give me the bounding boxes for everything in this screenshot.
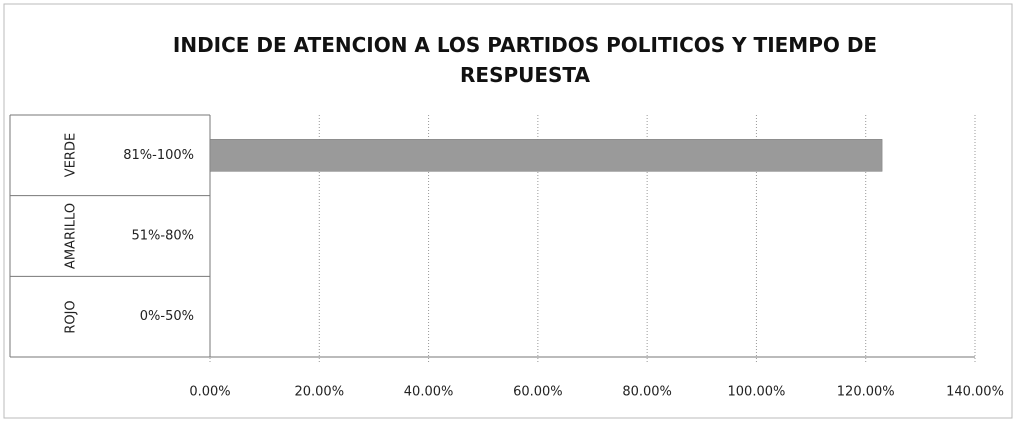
x-tick-label: 120.00%: [837, 385, 895, 400]
category-label: 81%-100%: [123, 148, 194, 163]
category-group-label: AMARILLO: [62, 202, 78, 270]
chart-title: INDICE DE ATENCION A LOS PARTIDOS POLITI…: [172, 33, 878, 87]
x-tick-label: 20.00%: [294, 385, 344, 400]
category-group-label: VERDE: [62, 133, 78, 178]
x-tick-label: 140.00%: [946, 385, 1004, 400]
x-tick-label: 100.00%: [728, 385, 786, 400]
bar: [209, 139, 883, 172]
category-group-label: ROJO: [62, 299, 78, 334]
x-tick-label: 40.00%: [404, 385, 454, 400]
x-tick-label: 60.00%: [513, 385, 563, 400]
x-tick-label: 0.00%: [189, 385, 230, 400]
chart-border: [3, 3, 1013, 419]
category-label: 0%-50%: [140, 309, 194, 324]
category-label: 51%-80%: [132, 229, 194, 244]
x-tick-label: 80.00%: [622, 385, 672, 400]
